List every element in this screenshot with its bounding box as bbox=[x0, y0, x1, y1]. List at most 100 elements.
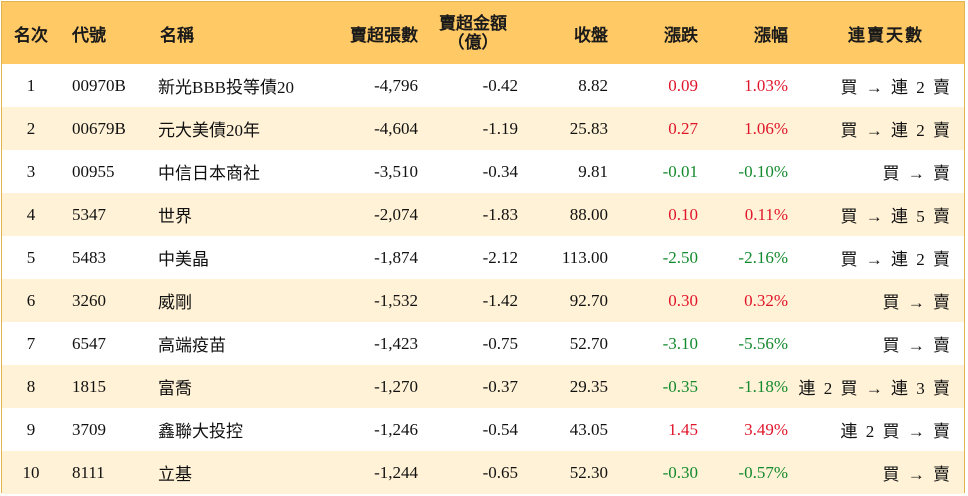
close-price-cell: 88.00 bbox=[569, 204, 608, 224]
name-cell: 高端疫苗 bbox=[158, 336, 226, 355]
header-change-pct[interactable]: 漲幅 bbox=[754, 25, 788, 45]
rank-cell: 7 bbox=[26, 333, 36, 353]
table-row[interactable]: 3 00955 中信日本商社 -3,510 -0.34 9.81 -0.01 -0.10% 買 … bbox=[2, 150, 964, 193]
code-cell: 8111 bbox=[72, 462, 105, 482]
net-sell-shares-cell: -3,510 bbox=[374, 161, 418, 181]
header-name[interactable]: 名稱 bbox=[160, 25, 194, 45]
close-price-cell: 52.30 bbox=[569, 462, 608, 482]
name-cell: 立基 bbox=[158, 465, 192, 484]
table-row[interactable]: 7 6547 高端疫苗 -1,423 -0.75 52.70 -3.10 -5.56% 買 → … bbox=[2, 322, 964, 365]
close-price-cell: 92.70 bbox=[569, 290, 608, 310]
rank-cell: 9 bbox=[26, 419, 36, 439]
header-net-sell-shares[interactable]: 賣超張數 bbox=[350, 25, 418, 45]
close-price-cell: 43.05 bbox=[569, 419, 608, 439]
close-price-cell: 25.83 bbox=[569, 118, 608, 138]
consecutive-days-cell: 買 → 連 5 賣 bbox=[840, 207, 952, 226]
header-change[interactable]: 漲跌 bbox=[664, 25, 698, 45]
close-price-cell: 8.82 bbox=[578, 75, 608, 95]
change-pct-cell: -0.10% bbox=[738, 161, 788, 181]
close-price-cell: 9.81 bbox=[578, 161, 608, 181]
code-cell: 5483 bbox=[72, 247, 106, 267]
change-pct-cell: -1.18% bbox=[738, 376, 788, 396]
header-consecutive-days[interactable]: 連賣天數 bbox=[848, 25, 924, 45]
table-row[interactable]: 8 1815 富喬 -1,270 -0.37 29.35 -0.35 -1.18% 連 2 買 … bbox=[2, 365, 964, 408]
table-row[interactable]: 10 8111 立基 -1,244 -0.65 52.30 -0.30 -0.57% 買 → 賣 bbox=[2, 451, 964, 494]
code-cell: 00955 bbox=[72, 161, 115, 181]
change-pct-cell: -2.16% bbox=[738, 247, 788, 267]
header-rank[interactable]: 名次 bbox=[14, 25, 48, 45]
code-cell: 1815 bbox=[72, 376, 106, 396]
consecutive-days-cell: 連 2 買 → 賣 bbox=[840, 422, 952, 441]
net-sell-amount-cell: -0.75 bbox=[482, 333, 518, 353]
net-sell-amount-cell: -0.42 bbox=[482, 75, 518, 95]
net-sell-shares-cell: -1,270 bbox=[374, 376, 418, 396]
change-cell: -0.01 bbox=[662, 161, 698, 181]
table-row[interactable]: 5 5483 中美晶 -1,874 -2.12 113.00 -2.50 -2.16% 買 → … bbox=[2, 236, 964, 279]
change-cell: -2.50 bbox=[662, 247, 698, 267]
close-price-cell: 52.70 bbox=[569, 333, 608, 353]
net-sell-shares-cell: -1,532 bbox=[374, 290, 418, 310]
net-sell-amount-cell: -1.83 bbox=[482, 204, 518, 224]
header-net-sell-amount[interactable]: 賣超金額 （億） bbox=[418, 14, 518, 52]
name-cell: 威剛 bbox=[158, 293, 192, 312]
table-row[interactable]: 6 3260 威剛 -1,532 -1.42 92.70 0.30 0.32% 買 → 賣 bbox=[2, 279, 964, 322]
change-cell: -0.35 bbox=[662, 376, 698, 396]
table-row[interactable]: 2 00679B 元大美債20年 -4,604 -1.19 25.83 0.27 1.06% 買… bbox=[2, 107, 964, 150]
net-sell-amount-cell: -0.65 bbox=[482, 462, 518, 482]
header-amount-line2: （億） bbox=[447, 33, 499, 52]
net-sell-amount-cell: -1.19 bbox=[482, 118, 518, 138]
change-cell: -3.10 bbox=[662, 333, 698, 353]
consecutive-days-cell: 買 → 賣 bbox=[882, 336, 952, 355]
change-cell: 0.30 bbox=[668, 290, 698, 310]
header-close[interactable]: 收盤 bbox=[574, 25, 608, 45]
net-sell-shares-cell: -1,246 bbox=[374, 419, 418, 439]
code-cell: 3709 bbox=[72, 419, 106, 439]
table-row[interactable]: 9 3709 鑫聯大投控 -1,246 -0.54 43.05 1.45 3.49% 連 2 買… bbox=[2, 408, 964, 451]
net-sell-amount-cell: -0.37 bbox=[482, 376, 518, 396]
consecutive-days-cell: 買 → 賣 bbox=[882, 465, 952, 484]
code-cell: 00970B bbox=[72, 75, 126, 95]
net-sell-amount-cell: -0.34 bbox=[482, 161, 518, 181]
net-sell-amount-cell: -2.12 bbox=[482, 247, 518, 267]
table-row[interactable]: 4 5347 世界 -2,074 -1.83 88.00 0.10 0.11% 買 → 連 5 … bbox=[2, 193, 964, 236]
net-sell-shares-cell: -4,604 bbox=[374, 118, 418, 138]
header-amount-line1: 賣超金額 bbox=[439, 14, 507, 33]
change-pct-cell: 1.03% bbox=[744, 75, 788, 95]
header-code[interactable]: 代號 bbox=[72, 25, 106, 45]
net-sell-shares-cell: -1,244 bbox=[374, 462, 418, 482]
consecutive-days-cell: 買 → 連 2 賣 bbox=[840, 121, 952, 140]
rank-cell: 3 bbox=[26, 161, 36, 181]
change-pct-cell: 0.11% bbox=[744, 204, 788, 224]
table-body: 1 00970B 新光BBB投等債20 -4,796 -0.42 8.82 0.09 1.03… bbox=[2, 64, 964, 494]
close-price-cell: 113.00 bbox=[561, 247, 608, 267]
name-cell: 鑫聯大投控 bbox=[158, 422, 243, 441]
consecutive-days-cell: 買 → 連 2 賣 bbox=[840, 78, 952, 97]
rank-cell: 6 bbox=[26, 290, 36, 310]
change-pct-cell: -0.57% bbox=[738, 462, 788, 482]
net-sell-shares-cell: -2,074 bbox=[374, 204, 418, 224]
change-pct-cell: 1.06% bbox=[744, 118, 788, 138]
name-cell: 富喬 bbox=[158, 379, 192, 398]
rank-cell: 2 bbox=[26, 118, 36, 138]
name-cell: 中美晶 bbox=[158, 250, 209, 269]
table-row[interactable]: 1 00970B 新光BBB投等債20 -4,796 -0.42 8.82 0.09 1.03… bbox=[2, 64, 964, 107]
rank-cell: 5 bbox=[26, 247, 36, 267]
consecutive-days-cell: 買 → 連 2 賣 bbox=[840, 250, 952, 269]
name-cell: 元大美債20年 bbox=[158, 121, 260, 140]
name-cell: 世界 bbox=[158, 207, 192, 226]
net-sell-shares-cell: -4,796 bbox=[374, 75, 418, 95]
net-sell-amount-cell: -0.54 bbox=[482, 419, 518, 439]
rank-cell: 8 bbox=[26, 376, 36, 396]
change-pct-cell: 3.49% bbox=[744, 419, 788, 439]
net-sell-amount-cell: -1.42 bbox=[482, 290, 518, 310]
name-cell: 中信日本商社 bbox=[158, 164, 260, 183]
change-cell: 1.45 bbox=[668, 419, 698, 439]
change-pct-cell: -5.56% bbox=[738, 333, 788, 353]
code-cell: 00679B bbox=[72, 118, 126, 138]
rank-cell: 10 bbox=[22, 462, 40, 482]
change-cell: 0.10 bbox=[668, 204, 698, 224]
rank-cell: 4 bbox=[26, 204, 36, 224]
net-sell-shares-cell: -1,423 bbox=[374, 333, 418, 353]
change-cell: -0.30 bbox=[662, 462, 698, 482]
